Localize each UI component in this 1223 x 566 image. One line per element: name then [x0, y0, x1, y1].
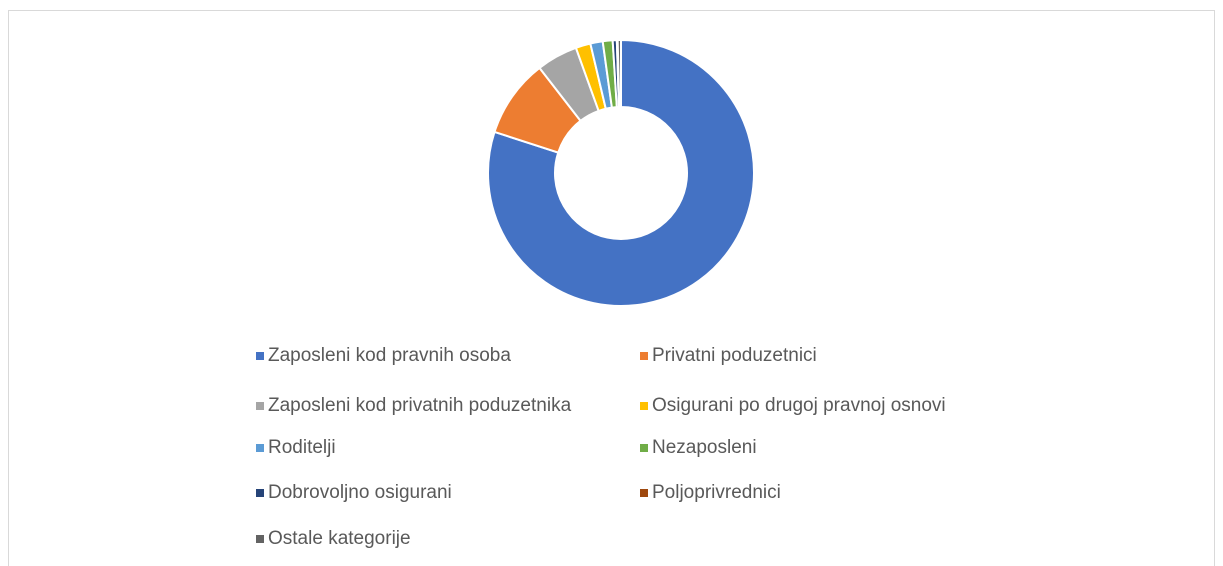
- legend-label: Nezaposleni: [652, 437, 757, 458]
- legend-swatch: [256, 352, 264, 360]
- donut-slice: [487, 38, 755, 307]
- legend-label: Zaposleni kod pravnih osoba: [268, 345, 511, 366]
- legend-swatch: [640, 402, 648, 410]
- legend-swatch: [640, 352, 648, 360]
- legend-label: Osigurani po drugoj pravnoj osnovi: [652, 395, 946, 416]
- legend-swatch: [640, 489, 648, 497]
- legend-label: Ostale kategorije: [268, 528, 411, 549]
- legend-swatch: [640, 444, 648, 452]
- legend-label: Privatni poduzetnici: [652, 345, 817, 366]
- legend-swatch: [256, 402, 264, 410]
- legend-label: Zaposleni kod privatnih poduzetnika: [268, 395, 572, 416]
- donut-slice: [616, 38, 622, 109]
- legend-label: Dobrovoljno osigurani: [268, 482, 452, 503]
- legend-swatch: [256, 444, 264, 452]
- chart-border: [8, 10, 1215, 566]
- legend-label: Poljoprivrednici: [652, 482, 781, 503]
- legend-swatch: [256, 535, 264, 543]
- legend-label: Roditelji: [268, 437, 336, 458]
- legend-swatch: [256, 489, 264, 497]
